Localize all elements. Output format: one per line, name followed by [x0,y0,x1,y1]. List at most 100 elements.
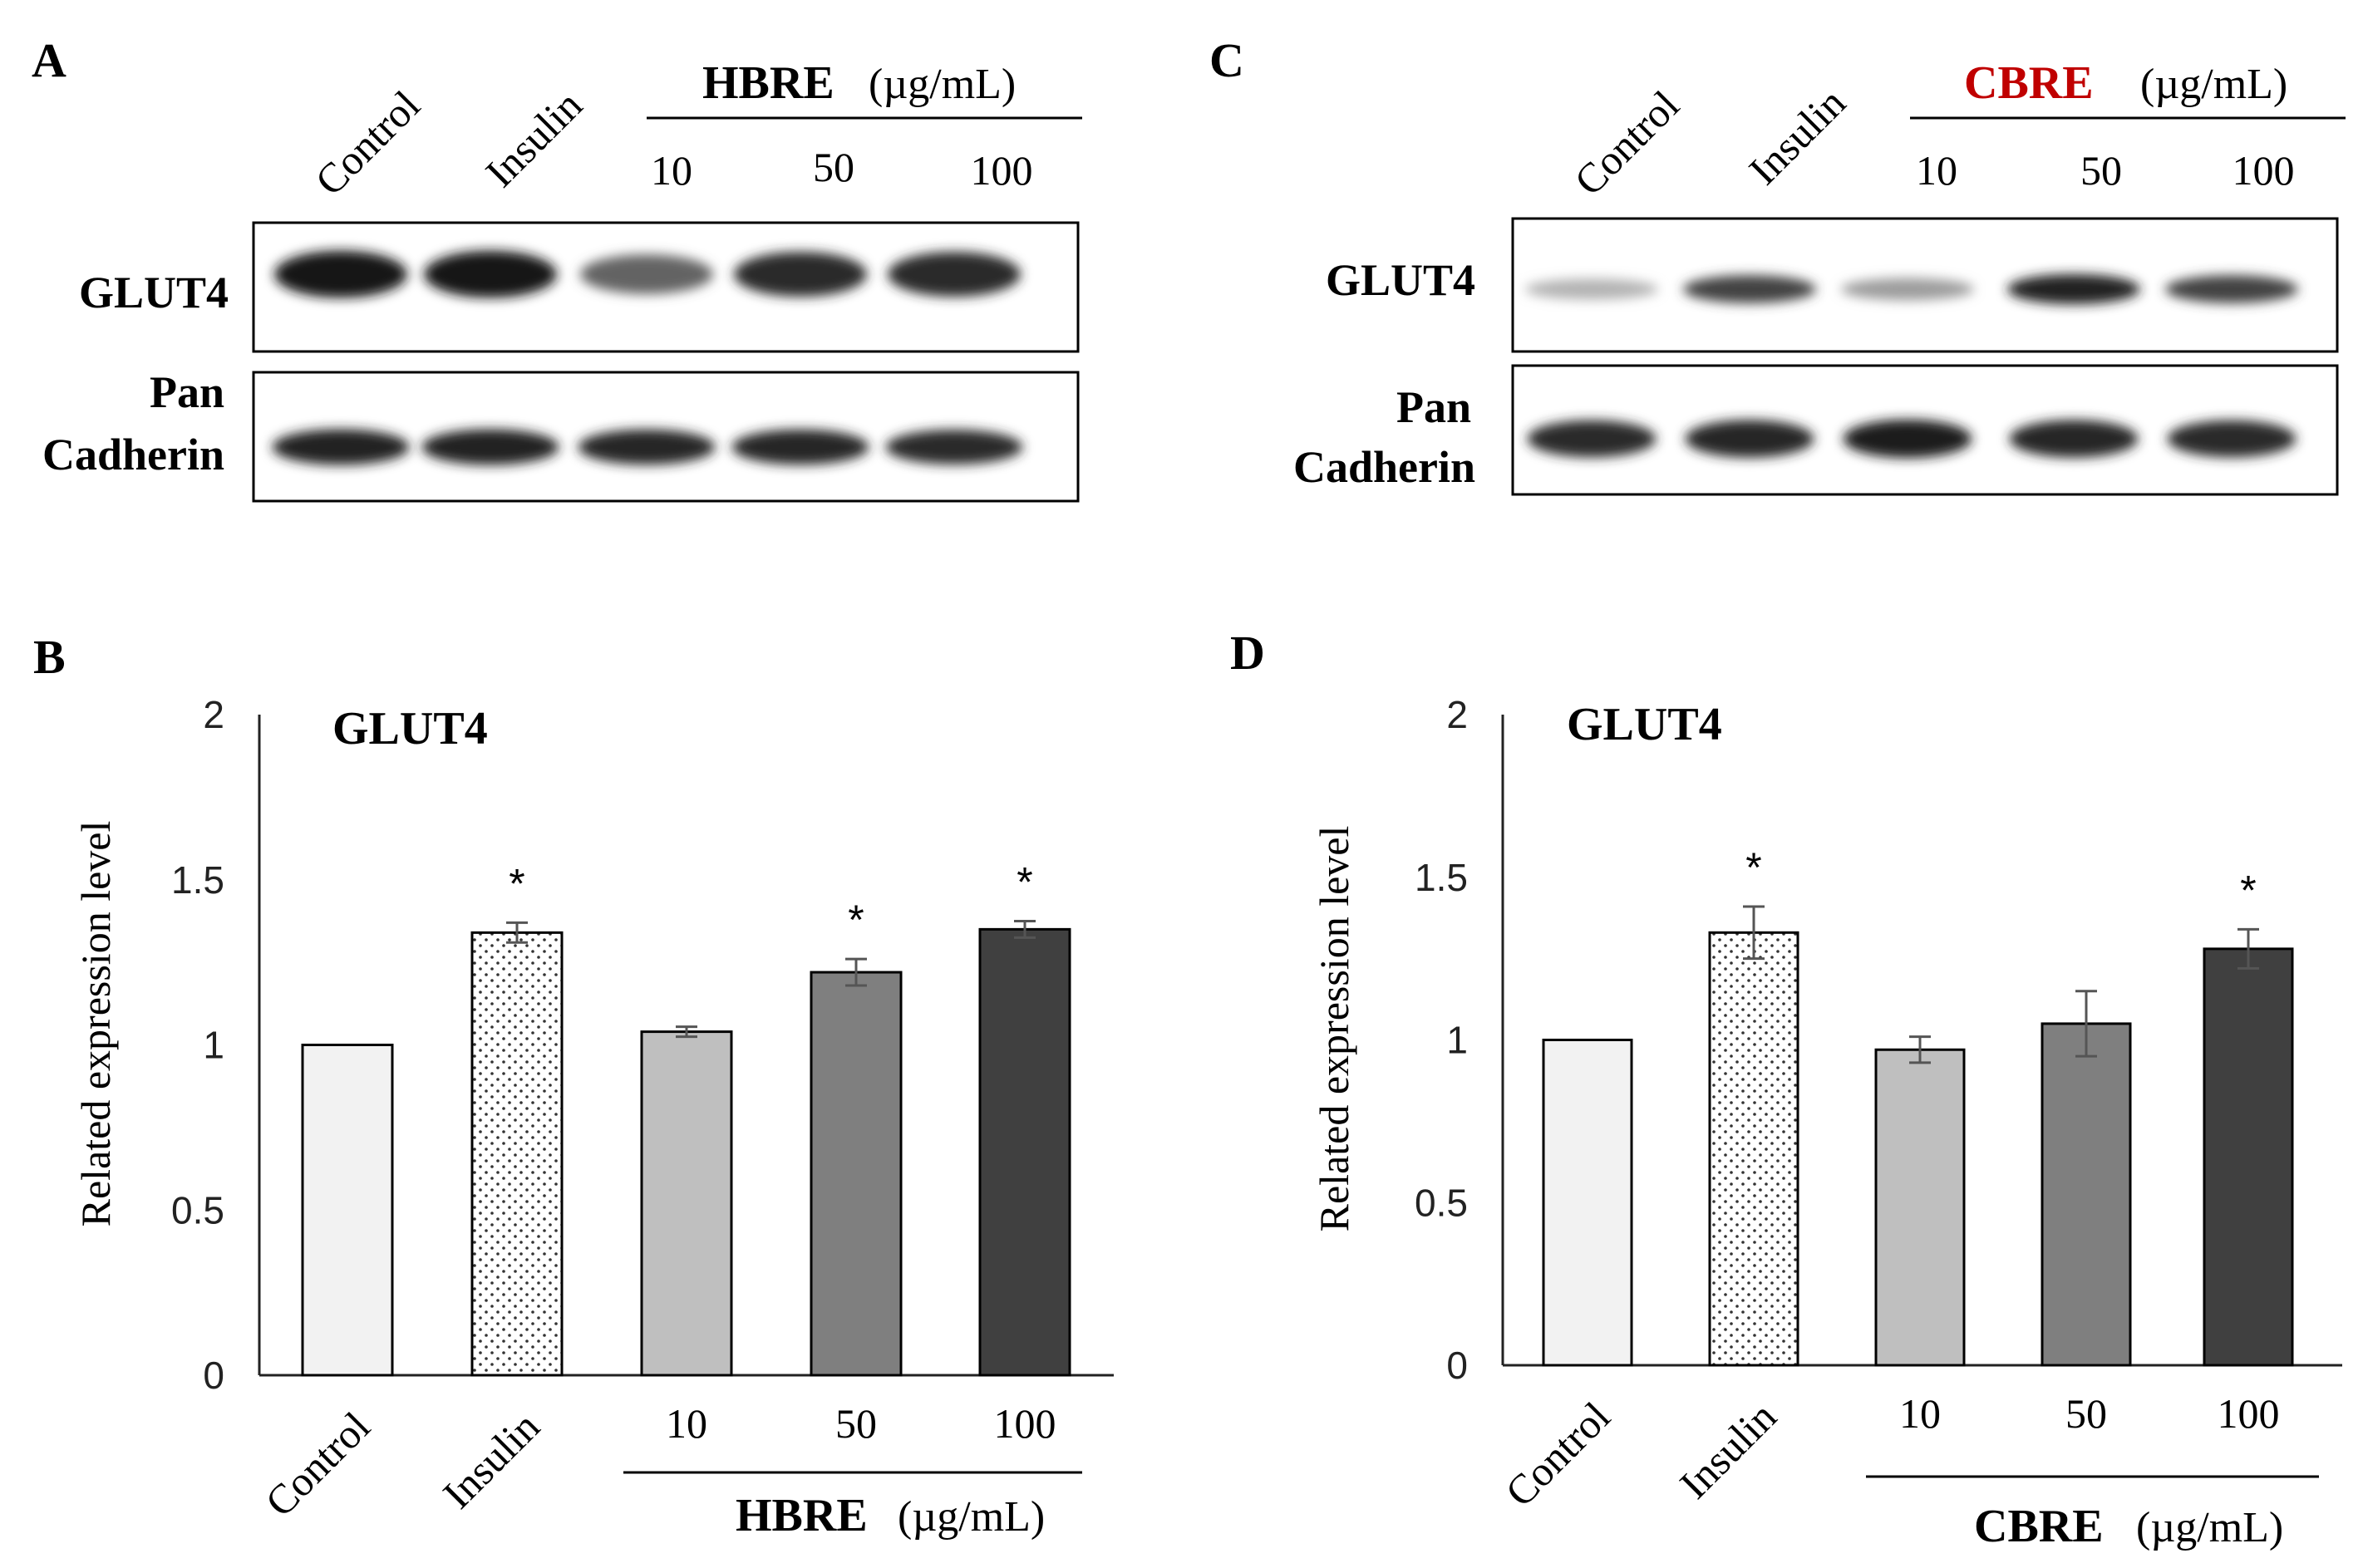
panel-d-y-tick-label: 2 [1446,693,1468,736]
panel-a-pan-cadherin-bands [272,429,1023,465]
panel-c-glut4-band-2 [1683,275,1816,303]
panel-c-pan-cadherin-band-1 [1527,420,1657,458]
panel-b-error-bar-3 [676,1025,697,1039]
panel-d-letter: D [1230,626,1265,680]
panel-c-unit-label: (µg/mL) [2140,61,2287,108]
panel-d-bar-5 [2203,947,2294,1367]
panel-b-y-tick-label: 0 [203,1354,224,1397]
panel-d-error-bar-4 [2075,990,2097,1058]
panel-d-significance-5: * [2240,867,2256,913]
panel-b-y-tick-label: 1.5 [171,858,224,902]
panel-b-y-tick-label: 2 [203,693,224,736]
panel-b-error-bar-4 [845,957,867,987]
panel-b-significance-5: * [1017,858,1032,905]
panel-a-glut4-label: GLUT4 [79,268,229,317]
panel-a-letter: A [32,33,66,87]
panel-c-glut4-band-1 [1525,278,1658,300]
panel-d-chart: 0 0.5 1 1.5 2 * * Control Insulin 10 50 100 [1415,693,2342,1516]
panel-b-error-bar-2 [506,921,528,944]
panel-b-category-label-1: Control [256,1403,379,1526]
panel-b-category-label-2: Insulin [434,1403,549,1517]
panel-c-dose-10: 10 [1916,147,1957,194]
panel-b-y-axis-label: Related expression level [72,821,119,1227]
panel-a-pan-cadherin-band-2 [421,429,559,465]
panel-a-pan-label: Pan [150,367,224,417]
panel-d-bar-4 [2041,1022,2132,1367]
panel-c-cadherin-label: Cadherin [1293,442,1475,492]
panel-a-pan-cadherin-band-1 [272,429,410,465]
panel-b-bar-5 [978,927,1071,1377]
panel-d-error-bar-3 [1909,1035,1931,1064]
panel-b-bar-4 [810,971,903,1377]
panel-b-significance-4: * [848,897,864,943]
panel-b-category-label-5: 100 [994,1400,1056,1447]
panel-d-y-axis-label: Related expression level [1311,826,1357,1232]
panel-c-pan-cadherin-band-2 [1685,420,1814,458]
panel-c-pan-label: Pan [1396,382,1471,432]
panel-b-chart-title: GLUT4 [332,703,488,755]
panel-c-glut4-band-5 [2165,275,2298,303]
panel-d-bar-2 [1708,931,1799,1367]
panel-a-glut4-band-4 [734,251,867,297]
panel-d-bar-3 [1874,1048,1966,1367]
panel-c-glut4-band-3 [1841,278,1974,301]
panel-d-y-tick-label: 0.5 [1415,1181,1468,1224]
panel-d-error-bar-5 [2237,927,2259,970]
panel-a-dose-100: 100 [971,147,1033,194]
panel-a-dose-10: 10 [651,147,692,194]
panel-d-significance-2: * [1745,844,1761,891]
panel-a-glut4-bands [274,250,1021,298]
panel-c-dose-100: 100 [2233,147,2295,194]
panel-d-category-label-3: 10 [1899,1390,1941,1437]
panel-a-glut4-band-3 [580,254,713,294]
panel-b-y-tick-label: 1 [203,1024,224,1067]
panel-d-group-unit: (µg/mL) [2136,1504,2283,1551]
panel-a-lane-label-insulin: Insulin [476,81,591,196]
panel-c: C Control Insulin CBRE (µg/mL) 10 50 100… [1209,33,2346,496]
panel-c-pan-cadherin-bands [1527,419,2297,459]
panel-d-bar-1 [1542,1039,1633,1367]
panel-c-glut4-label: GLUT4 [1326,255,1475,305]
panel-b-group-unit: (µg/mL) [898,1493,1045,1541]
panel-d-category-label-4: 50 [2065,1390,2107,1437]
panel-b-y-tick-label: 0.5 [171,1188,224,1231]
panel-b-group-label: HBRE [736,1490,868,1541]
panel-b-error-bar-5 [1014,919,1036,939]
panel-c-pan-cadherin-band-3 [1843,419,1972,459]
panel-a-unit-label: (µg/mL) [869,61,1016,108]
panel-d-category-label-5: 100 [2218,1390,2280,1437]
panel-a-pan-cadherin-band-3 [578,429,716,465]
panel-c-treatment-label: CBRE [1964,57,2094,109]
panel-d-y-tick-label: 1 [1446,1019,1468,1062]
panel-a-glut4-band-2 [424,250,557,298]
panel-d-group-label: CBRE [1974,1501,2104,1552]
panel-c-letter: C [1209,33,1244,87]
panel-a-glut4-band-1 [274,250,407,298]
panel-d: D GLUT4 Related expression level 0 0.5 1 1.… [1230,626,2342,1552]
panel-a-dose-50: 50 [813,144,854,190]
panel-a-cadherin-label: Cadherin [42,430,224,479]
panel-a-lane-label-control: Control [306,81,429,204]
panel-c-lane-label-insulin: Insulin [1740,79,1854,194]
panel-b-significance-2: * [509,860,524,907]
panel-d-error-bar-2 [1743,905,1765,961]
panel-b-category-label-3: 10 [666,1400,707,1447]
panel-a: A Control Insulin HBRE (µg/mL) 10 50 100… [32,33,1082,503]
panel-c-dose-50: 50 [2080,147,2122,194]
panel-d-chart-title: GLUT4 [1567,699,1722,750]
panel-b-letter: B [33,630,66,684]
panel-d-y-tick-label: 0 [1446,1344,1468,1387]
panel-a-glut4-band-5 [888,251,1021,297]
panel-b: B GLUT4 Related expression level 0 0.5 1 1.… [33,630,1114,1541]
panel-b-category-label-4: 50 [835,1400,877,1447]
panel-c-lane-label-control: Control [1565,81,1688,204]
panel-b-chart: 0 0.5 1 1.5 2 * * * Control Insulin 10 50 100 [171,693,1114,1526]
panel-a-pan-cadherin-band-4 [731,429,869,465]
panel-d-category-label-2: Insulin [1671,1393,1785,1507]
panel-b-bar-1 [301,1044,394,1377]
panel-b-bar-3 [640,1030,733,1377]
panel-a-treatment-label: HBRE [702,57,834,109]
panel-c-glut4-bands [1525,273,2298,305]
panel-a-pan-cadherin-band-5 [885,430,1023,465]
